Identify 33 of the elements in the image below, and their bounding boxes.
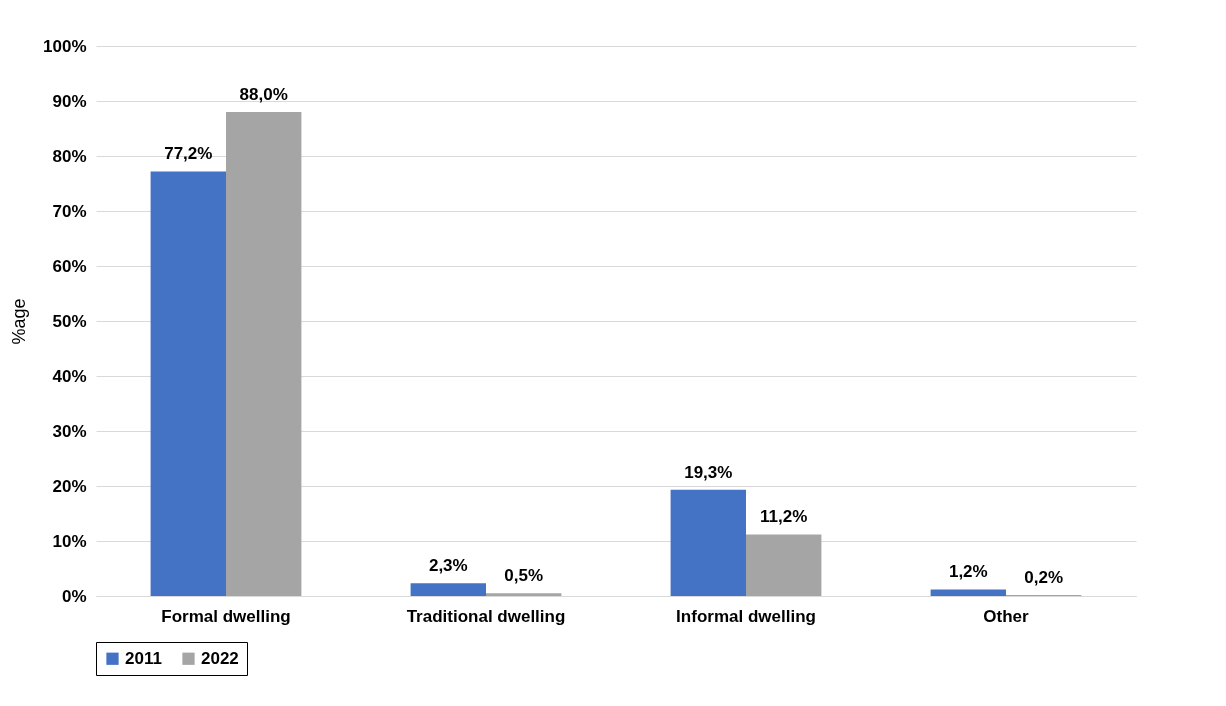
data-label: 2,3% <box>428 556 468 576</box>
data-label: 0,2% <box>1024 567 1064 587</box>
bar <box>930 589 1006 596</box>
y-tick-label: 30% <box>52 421 87 441</box>
data-label: 19,3% <box>684 462 733 482</box>
bar <box>226 112 302 596</box>
bar <box>746 534 822 596</box>
y-tick-label: 70% <box>52 201 87 221</box>
bar <box>486 593 562 596</box>
data-label: 77,2% <box>164 144 213 164</box>
y-tick-label: 0% <box>61 586 87 606</box>
data-label: 11,2% <box>760 507 808 527</box>
y-tick-label: 90% <box>52 91 87 111</box>
bar <box>670 489 746 596</box>
x-tick-label: Formal dwelling <box>161 606 291 626</box>
y-tick-label: 20% <box>52 476 87 496</box>
data-label: 0,5% <box>504 566 544 586</box>
bar <box>410 583 486 596</box>
data-label: 88,0% <box>239 85 288 104</box>
y-tick-label: 100% <box>43 36 87 56</box>
legend-label: 2022 <box>201 648 239 668</box>
y-tick-label: 10% <box>52 531 87 551</box>
x-tick-label: Informal dwelling <box>676 606 816 626</box>
bar <box>150 171 226 596</box>
x-tick-label: Other <box>983 606 1030 626</box>
y-tick-label: 60% <box>52 256 87 276</box>
y-tick-label: 50% <box>52 311 87 331</box>
y-tick-label: 80% <box>52 146 87 166</box>
x-tick-label: Traditional dwelling <box>406 606 566 626</box>
y-axis-title: %age <box>9 298 30 345</box>
legend-label: 2011 <box>125 648 162 668</box>
data-label: 1,2% <box>948 562 988 582</box>
y-tick-label: 40% <box>52 366 87 386</box>
